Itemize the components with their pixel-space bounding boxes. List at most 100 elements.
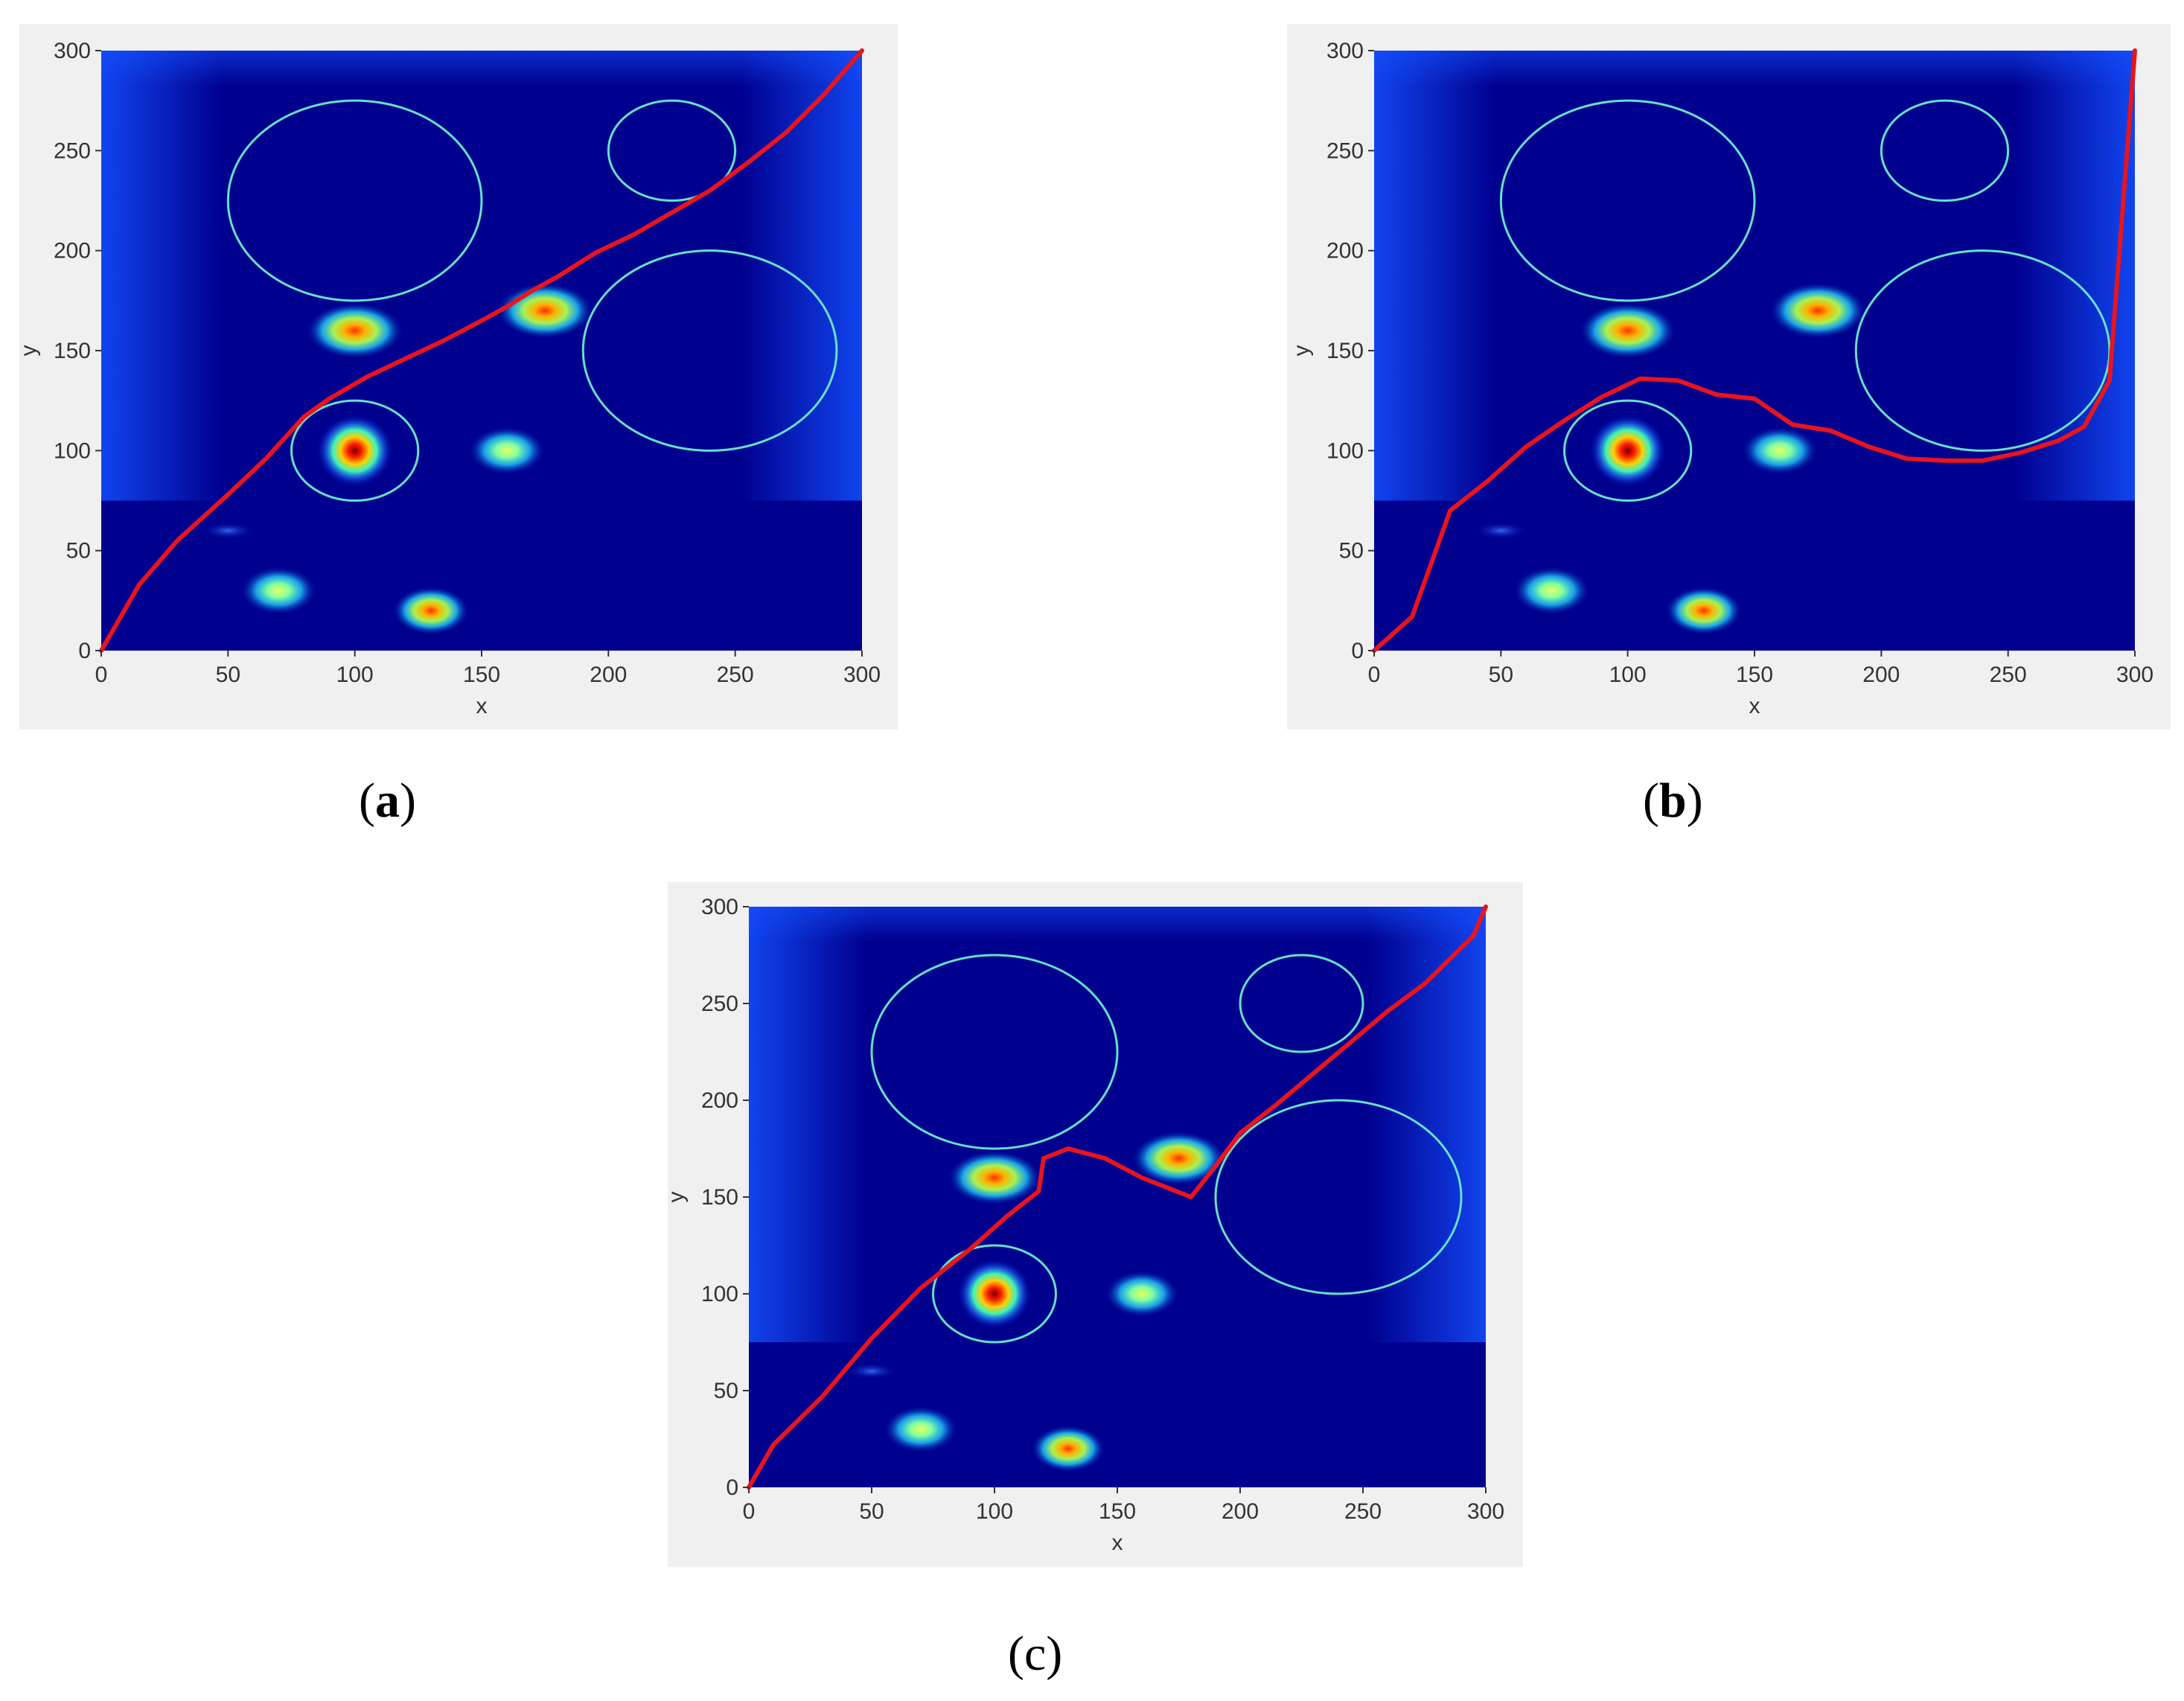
x-tick-label: 200 xyxy=(1222,1499,1259,1524)
heatmap-peak xyxy=(1031,1425,1105,1472)
heatmap-peak xyxy=(1513,567,1590,615)
chart-panel-a: 0 50 100 150 200 250 300 0 50 100 150 200 250 300 x y xyxy=(16,24,898,730)
heatmap-glow-left xyxy=(101,51,223,501)
y-tick-label: 150 xyxy=(701,1185,738,1210)
obstacle-circle xyxy=(607,99,737,202)
x-tick-label: 300 xyxy=(1467,1499,1504,1524)
y-axis-label: y xyxy=(664,1192,689,1203)
heatmap-glow-left xyxy=(749,907,867,1342)
caption-b: (b) xyxy=(1643,773,1703,829)
chart-c-svg: 0 50 100 150 200 250 300 0 50 100 150 200 250 300 x y xyxy=(664,895,1504,1555)
y-tick-label: 200 xyxy=(701,1088,738,1113)
obstacle-circle xyxy=(1214,1099,1463,1295)
heatmap-peak xyxy=(1105,1270,1179,1318)
y-tick-label: 150 xyxy=(54,339,91,363)
heatmap-glow-right xyxy=(1367,907,1486,1342)
x-tick-label: 200 xyxy=(1862,663,1900,687)
heatmap-peak xyxy=(948,1150,1041,1205)
heatmap-field xyxy=(749,907,1486,1472)
x-tick-label: 250 xyxy=(1990,663,2027,687)
heatmap-peak xyxy=(392,587,469,635)
y-tick-label: 300 xyxy=(1326,39,1364,63)
heatmap-peak xyxy=(884,1405,958,1453)
heatmap-peak xyxy=(240,567,317,615)
y-tick-label: 0 xyxy=(78,639,91,663)
heatmap-peak xyxy=(957,1259,1032,1329)
caption-c-close: ) xyxy=(1046,1627,1063,1681)
y-tick-label: 0 xyxy=(726,1475,738,1500)
heatmap-peak xyxy=(1665,587,1742,635)
y-tick-label: 250 xyxy=(1326,138,1364,163)
y-tick-label: 50 xyxy=(66,539,91,564)
obstacle-circle xyxy=(1563,399,1693,502)
heatmap-glow-right xyxy=(2013,51,2135,501)
chart-panel-c: 0 50 100 150 200 250 300 0 50 100 150 200 250 300 x y xyxy=(664,882,1523,1567)
heatmap-glow-left xyxy=(1374,51,1496,501)
x-tick-label: 50 xyxy=(216,663,240,687)
heatmap-peak xyxy=(1769,282,1866,339)
obstacle-circle xyxy=(870,954,1119,1150)
x-tick-label: 100 xyxy=(336,663,374,687)
x-tick-label: 300 xyxy=(843,663,881,687)
caption-a-letter: a xyxy=(374,773,400,828)
y-axis-label: y xyxy=(1289,345,1314,357)
y-tick-label: 300 xyxy=(701,895,738,919)
x-tick-label: 50 xyxy=(1489,663,1513,687)
heatmap-peak xyxy=(1131,1131,1226,1186)
x-tick-label: 200 xyxy=(590,663,627,687)
x-axis-label: x xyxy=(1749,694,1760,718)
caption-a-close: ) xyxy=(399,773,416,828)
path-line xyxy=(99,48,864,653)
heatmap-peak xyxy=(202,523,254,539)
obstacle-circle xyxy=(226,99,483,302)
heatmap-field xyxy=(101,51,862,635)
obstacle-circle xyxy=(932,1244,1057,1344)
y-tick-label: 250 xyxy=(54,138,91,163)
heatmap-peak xyxy=(1589,414,1666,487)
caption-b-letter: b xyxy=(1658,773,1687,828)
chart-a-svg: 0 50 100 150 200 250 300 0 50 100 150 200 250 300 x y xyxy=(16,39,881,718)
caption-b-open: ( xyxy=(1643,773,1659,828)
x-tick-label: 0 xyxy=(743,1499,756,1524)
caption-c-letter: c xyxy=(1024,1627,1047,1681)
y-tick-label: 200 xyxy=(1326,239,1364,264)
y-tick-label: 50 xyxy=(1339,539,1364,564)
caption-c-open: ( xyxy=(1008,1627,1024,1681)
heatmap-peak xyxy=(1579,302,1676,359)
x-tick-label: 150 xyxy=(463,663,500,687)
heatmap-peak xyxy=(316,414,393,487)
heatmap-glow-top xyxy=(101,51,862,87)
heatmap-glow-top xyxy=(749,907,1486,942)
obstacle-circle xyxy=(290,399,420,502)
caption-c: (c) xyxy=(1008,1626,1062,1682)
y-tick-label: 300 xyxy=(54,39,91,63)
heatmap-peak xyxy=(847,1363,896,1379)
chart-panel-b: 0 50 100 150 200 250 300 0 50 100 150 200 250 300 x y xyxy=(1287,24,2171,730)
x-tick-label: 0 xyxy=(1368,663,1381,687)
heatmap-glow-top xyxy=(1374,51,2135,87)
x-tick-label: 300 xyxy=(2116,663,2153,687)
obstacle-circle xyxy=(581,249,838,452)
obstacle-circle xyxy=(1499,99,1756,302)
x-tick-label: 250 xyxy=(1344,1499,1382,1524)
caption-a: (a) xyxy=(359,773,416,829)
chart-b-svg: 0 50 100 150 200 250 300 0 50 100 150 200 250 300 x y xyxy=(1289,39,2153,718)
path-line xyxy=(1372,48,2137,653)
y-tick-label: 100 xyxy=(1326,438,1364,463)
y-tick-label: 200 xyxy=(54,239,91,264)
y-tick-label: 100 xyxy=(54,438,91,463)
heatmap-glow-right xyxy=(740,51,862,501)
x-tick-label: 0 xyxy=(95,663,108,687)
y-tick-label: 100 xyxy=(701,1282,738,1306)
obstacle-circle xyxy=(1854,249,2111,452)
x-tick-label: 50 xyxy=(859,1499,884,1524)
heatmap-peak xyxy=(306,302,403,359)
heatmap-field xyxy=(1374,51,2135,635)
x-tick-label: 150 xyxy=(1736,663,1773,687)
heatmap-peak xyxy=(1475,523,1527,539)
x-axis-label: x xyxy=(1112,1531,1123,1555)
y-axis-label: y xyxy=(16,345,41,357)
y-tick-label: 150 xyxy=(1326,339,1364,363)
x-tick-label: 100 xyxy=(976,1499,1013,1524)
heatmap-peak xyxy=(496,282,593,339)
